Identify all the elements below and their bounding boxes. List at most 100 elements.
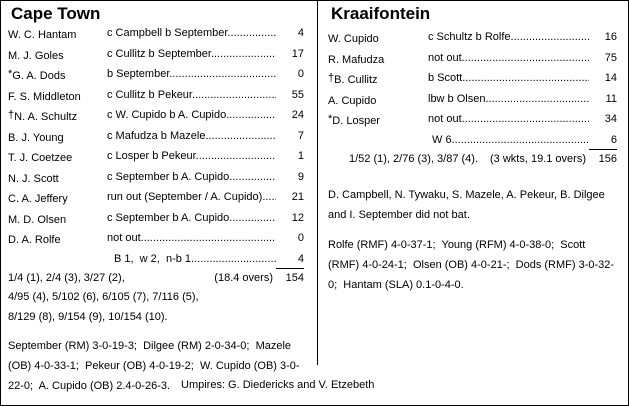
dismissal-text: c Campbell b September xyxy=(107,24,276,45)
batsman-name-text: G. A. Dods xyxy=(12,70,66,82)
extras-label: B 1, w 2, n-b 1 xyxy=(107,250,276,270)
dismissal-text: c September b A. Cupido xyxy=(107,168,276,189)
runs-value: 12 xyxy=(291,211,304,224)
batsman-name-text: D. Losper xyxy=(332,115,380,127)
batsman-name-text: M. J. Goles xyxy=(8,49,64,62)
total-row: 1/52 (1), 2/76 (3), 3/87 (4). (3 wkts, 1… xyxy=(328,150,617,169)
extras-spacer xyxy=(328,131,428,151)
dismissal-text: b Scott xyxy=(428,69,589,90)
dismissal-text: lbw b Olsen xyxy=(428,90,589,111)
dismissal-text: not out xyxy=(428,110,589,131)
batsman-name-text: C. A. Jeffery xyxy=(8,193,68,205)
runs-value: 9 xyxy=(297,170,304,183)
batsman-row: R. Mafudza not out 75 xyxy=(328,49,617,70)
batsman-name: W. Cupido xyxy=(328,28,428,49)
batsman-row: †B. Cullitz b Scott 14 xyxy=(328,69,617,90)
batsman-name: R. Mafudza xyxy=(328,49,428,70)
batsman-name: M. J. Goles xyxy=(8,45,107,66)
umpires-line: Umpires: G. Diedericks and V. Etzebeth xyxy=(181,379,375,391)
innings-cape-town: Cape Town W. C. Hantam c Campbell b Sept… xyxy=(1,1,317,396)
extras-spacer xyxy=(8,250,107,270)
dismissal-text: not out xyxy=(107,229,276,250)
runs-value: 75 xyxy=(604,51,617,64)
runs-value: 0 xyxy=(297,232,304,244)
captain-mark: * xyxy=(328,113,333,125)
batsman-name: W. C. Hantam xyxy=(8,24,107,45)
batsman-row: W. Cupido c Schultz b Rolfe 16 xyxy=(328,28,617,49)
total-runs: 156 xyxy=(598,153,617,165)
fall-of-wickets-continued: 8/129 (8), 9/154 (9), 10/154 (10). xyxy=(8,310,168,323)
batsman-name-text: R. Mafudza xyxy=(328,53,385,66)
batsman-row: W. C. Hantam c Campbell b September 4 xyxy=(8,24,304,45)
captain-mark: * xyxy=(8,68,13,80)
dismissal-text: c W. Cupido b A. Cupido xyxy=(107,106,276,127)
batsman-name-text: W. Cupido xyxy=(328,33,379,45)
batsman-name: B. J. Young xyxy=(8,127,107,148)
team-name-cape-town: Cape Town xyxy=(11,4,101,23)
fall-of-wickets-continued: 4/95 (4), 5/102 (6), 6/105 (7), 7/116 (5… xyxy=(8,291,199,303)
runs-value: 7 xyxy=(297,129,304,142)
dismissal-text: c Schultz b Rolfe xyxy=(428,28,589,49)
batsman-row: C. A. Jeffery run out (September / A. Cu… xyxy=(8,188,304,209)
fall-of-wickets: 1/4 (1), 2/4 (3), 3/27 (2), xyxy=(8,272,125,284)
batsman-name-text: T. J. Coetzee xyxy=(8,152,73,164)
batsman-name: D. A. Rolfe xyxy=(8,229,107,250)
did-not-bat-note: D. Campbell, N. Tywaku, S. Mazele, A. Pe… xyxy=(328,189,608,221)
runs-value: 16 xyxy=(604,31,617,43)
runs-value: 0 xyxy=(297,68,304,80)
batsman-name-text: F. S. Middleton xyxy=(8,90,81,103)
team-name-kraaifontein: Kraaifontein xyxy=(331,4,431,23)
runs-value: 17 xyxy=(291,47,304,60)
batsman-name-text: B. J. Young xyxy=(8,131,64,144)
batsman-name-text: N. A. Schultz xyxy=(14,111,78,123)
batsman-name: T. J. Coetzee xyxy=(8,147,107,168)
fall-of-wickets: 1/52 (1), 2/76 (3), 3/87 (4). xyxy=(349,153,479,165)
batsman-name-text: B. Cullitz xyxy=(334,74,378,86)
innings-kraaifontein: Kraaifontein W. Cupido c Schultz b Rolfe… xyxy=(318,1,628,295)
runs-value: 21 xyxy=(291,191,304,203)
runs-value: 34 xyxy=(604,113,617,125)
runs-value: 14 xyxy=(604,72,617,84)
wicketkeeper-mark: † xyxy=(8,109,15,121)
batsman-row: *D. Losper not out 34 xyxy=(328,110,617,131)
extras-label: W 6 xyxy=(428,131,589,151)
overs-count: (3 wkts, 19.1 overs) xyxy=(490,153,586,165)
batsman-name: A. Cupido xyxy=(328,90,428,111)
dismissal-text: c Losper b Pekeur xyxy=(107,147,276,168)
runs-value: 11 xyxy=(605,92,617,105)
batsman-name-text: A. Cupido xyxy=(328,94,377,107)
runs-value: 1 xyxy=(297,150,304,162)
batsman-name-text: N. J. Scott xyxy=(8,172,59,185)
extras-row: B 1, w 2, n-b 1 4 xyxy=(8,250,304,270)
total-row: 1/4 (1), 2/4 (3), 3/27 (2), (18.4 overs)… xyxy=(8,269,304,288)
batsman-name: †N. A. Schultz xyxy=(8,106,107,127)
batsman-row: T. J. Coetzee c Losper b Pekeur 1 xyxy=(8,147,304,168)
batsman-name-text: M. D. Olsen xyxy=(8,213,67,226)
column-divider xyxy=(317,1,318,365)
batsman-row: M. J. Goles c Cullitz b September 17 xyxy=(8,45,304,66)
extras-row: W 6 6 xyxy=(328,131,617,151)
overs-count: (18.4 overs) xyxy=(214,272,273,284)
wicketkeeper-mark: † xyxy=(328,72,335,84)
batsman-row: *G. A. Dods b September 0 xyxy=(8,65,304,86)
batsman-row: B. J. Young c Mafudza b Mazele 7 xyxy=(8,127,304,148)
dismissal-text: b September xyxy=(107,65,276,86)
bowling-figures: September (RM) 3-0-19-3; Dilgee (RM) 2-0… xyxy=(8,340,300,392)
dismissal-text: c September b A. Cupido xyxy=(107,209,276,230)
batsman-row: †N. A. Schultz c W. Cupido b A. Cupido 2… xyxy=(8,106,304,127)
total-runs: 154 xyxy=(285,272,304,284)
bowling-figures: Rolfe (RMF) 4-0-37-1; Young (RFM) 4-0-38… xyxy=(328,239,615,291)
extras-runs: 6 xyxy=(589,131,617,150)
dismissal-text: run out (September / A. Cupido) xyxy=(107,188,276,209)
dismissal-text: c Mafudza b Mazele xyxy=(107,127,276,148)
batsman-name: M. D. Olsen xyxy=(8,209,107,230)
dismissal-text: c Cullitz b Pekeur xyxy=(107,86,276,107)
dismissal-text: c Cullitz b September xyxy=(107,45,276,66)
batsman-name: *D. Losper xyxy=(328,110,428,131)
runs-value: 55 xyxy=(291,88,304,101)
batsman-row: D. A. Rolfe not out 0 xyxy=(8,229,304,250)
dismissal-text: not out xyxy=(428,49,589,70)
extras-runs: 4 xyxy=(276,250,304,269)
batsman-name: N. J. Scott xyxy=(8,168,107,189)
